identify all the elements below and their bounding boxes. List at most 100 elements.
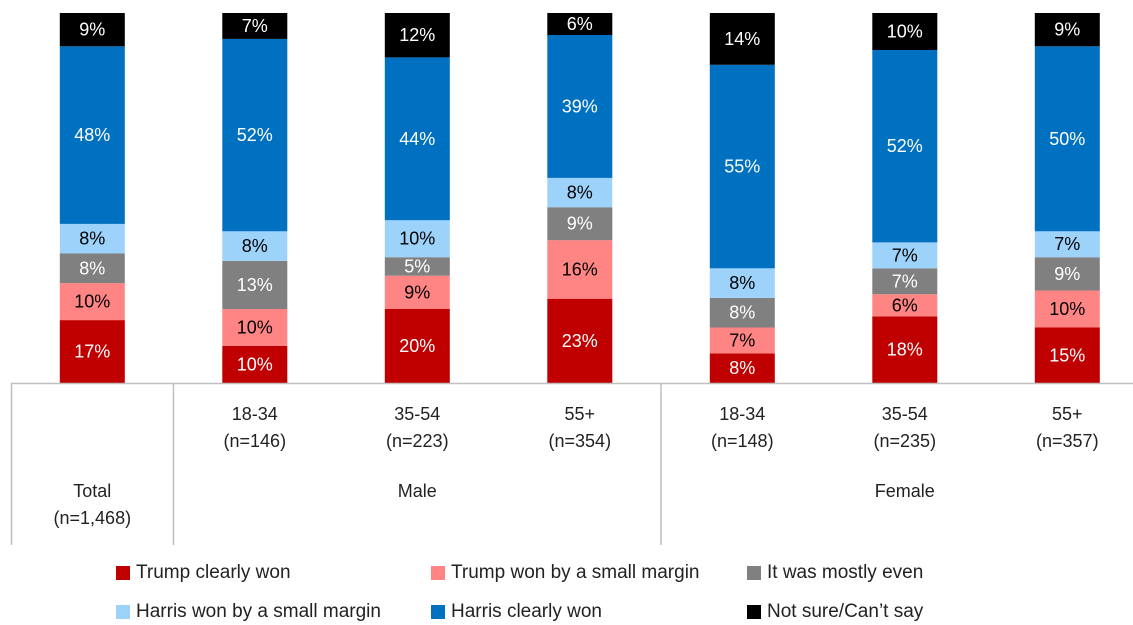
bar-segment — [1034, 327, 1100, 383]
stacked-bar-chart: 17% 10% 8% 8% 48% 9% 10% 10% 13% 8% 52% 7% 20% 9% 5% 10… — [10, 13, 1133, 545]
data-label: 8% — [242, 236, 268, 256]
data-label: 10% — [237, 355, 273, 375]
legend-item: It was mostly even — [747, 562, 923, 584]
bar-segment — [59, 320, 125, 383]
legend-swatch — [116, 605, 130, 619]
data-label: 7% — [242, 16, 268, 36]
legend-item: Harris clearly won — [431, 601, 602, 623]
category-label: (n=235) — [874, 431, 937, 451]
data-label: 8% — [729, 358, 755, 378]
bar-segment — [1034, 290, 1100, 328]
bar-segment — [384, 275, 450, 309]
bar-segment — [222, 38, 288, 232]
bar-segment — [547, 13, 613, 35]
bar-segment — [59, 223, 125, 254]
bar-segment — [709, 13, 775, 65]
data-label: 44% — [399, 129, 435, 149]
bar-segment — [1034, 13, 1100, 47]
bar-segment — [547, 35, 613, 178]
bar-segment — [59, 13, 125, 47]
category-labels-layer: Total (n=1,468) 18-34 (n=146) 35-54 (n=223) 55… — [54, 404, 1099, 528]
data-label: 55% — [724, 157, 760, 177]
bar-segment — [547, 207, 613, 241]
data-label: 8% — [567, 183, 593, 203]
bar-segment — [222, 260, 288, 309]
data-label: 10% — [399, 229, 435, 249]
data-label: 8% — [729, 273, 755, 293]
data-label: 12% — [399, 25, 435, 45]
data-label: 15% — [1049, 345, 1085, 365]
category-label: 18-34 — [232, 404, 278, 424]
category-label: (n=146) — [224, 431, 287, 451]
data-label: 48% — [74, 125, 110, 145]
data-label: 39% — [562, 96, 598, 116]
data-label: 16% — [562, 259, 598, 279]
bar-segment — [872, 242, 938, 269]
category-label: 35-54 — [882, 404, 928, 424]
data-label: 6% — [892, 295, 918, 315]
legend-item: Trump won by a small margin — [431, 562, 699, 584]
bar-segment — [222, 231, 288, 261]
legend-swatch — [431, 605, 445, 619]
legend-label: It was mostly even — [767, 562, 924, 583]
data-label: 9% — [404, 282, 430, 302]
bar-segment — [384, 309, 450, 383]
bar-segment — [384, 57, 450, 221]
data-label: 17% — [74, 342, 110, 362]
legend-row-1: Trump clearly won Trump won by a small m… — [0, 562, 1133, 586]
legend-item: Trump clearly won — [116, 562, 291, 584]
axis-layer — [10, 382, 1133, 545]
bar-segment — [1034, 46, 1100, 232]
bar-segment — [709, 353, 775, 383]
legend-label: Harris won by a small margin — [136, 601, 381, 622]
category-label: 18-34 — [719, 404, 765, 424]
category-label: 55+ — [565, 404, 596, 424]
data-label: 8% — [79, 258, 105, 278]
legend-row-2: Harris won by a small margin Harris clea… — [0, 601, 1133, 625]
legend-swatch — [747, 605, 761, 619]
data-label: 6% — [567, 14, 593, 34]
category-label: 35-54 — [394, 404, 440, 424]
legend-swatch — [747, 566, 761, 580]
data-label: 7% — [1054, 234, 1080, 254]
legend-label: Trump clearly won — [136, 562, 291, 583]
data-label: 14% — [724, 29, 760, 49]
bar-segment — [709, 268, 775, 298]
bar-segment — [709, 327, 775, 354]
bar-segment — [1034, 231, 1100, 258]
bar-segment — [222, 13, 288, 39]
legend-item: Not sure/Can’t say — [747, 601, 923, 623]
data-label: 52% — [887, 136, 923, 156]
group-label: Male — [398, 481, 437, 501]
data-label: 10% — [887, 22, 923, 42]
bar-segment — [547, 177, 613, 208]
data-label: 7% — [892, 245, 918, 265]
category-label: (n=223) — [386, 431, 449, 451]
bar-segment — [709, 297, 775, 328]
bar-segment — [59, 253, 125, 284]
data-label: 7% — [729, 330, 755, 350]
data-label: 50% — [1049, 129, 1085, 149]
bar-segment — [384, 13, 450, 58]
bar-segment — [222, 309, 288, 346]
data-label: 10% — [1049, 299, 1085, 319]
data-label: 9% — [1054, 20, 1080, 40]
category-label: (n=354) — [549, 431, 612, 451]
data-label: 7% — [892, 271, 918, 291]
bar-segment — [59, 46, 125, 224]
data-label: 23% — [562, 331, 598, 351]
bar-segment — [872, 50, 938, 243]
legend-label: Not sure/Can’t say — [767, 601, 924, 622]
data-label: 9% — [1054, 264, 1080, 284]
data-label: 8% — [729, 303, 755, 323]
legend-label: Harris clearly won — [451, 601, 602, 622]
data-label: 13% — [237, 275, 273, 295]
bar-segment — [384, 257, 450, 276]
bar-segment — [872, 316, 938, 383]
category-label: (n=357) — [1036, 431, 1099, 451]
data-label: 9% — [567, 214, 593, 234]
category-label: 55+ — [1052, 404, 1083, 424]
legend-item: Harris won by a small margin — [116, 601, 381, 623]
bar-segment — [709, 64, 775, 269]
legend-swatch — [116, 566, 130, 580]
